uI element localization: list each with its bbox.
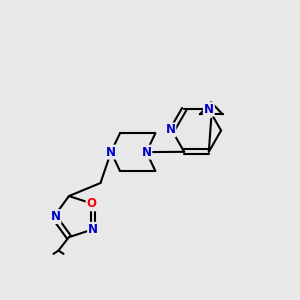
- Text: N: N: [50, 210, 61, 223]
- Text: N: N: [204, 103, 214, 116]
- Text: O: O: [87, 197, 97, 210]
- Text: N: N: [141, 146, 152, 159]
- Text: N: N: [88, 223, 98, 236]
- Text: N: N: [165, 123, 176, 136]
- Text: N: N: [106, 146, 116, 159]
